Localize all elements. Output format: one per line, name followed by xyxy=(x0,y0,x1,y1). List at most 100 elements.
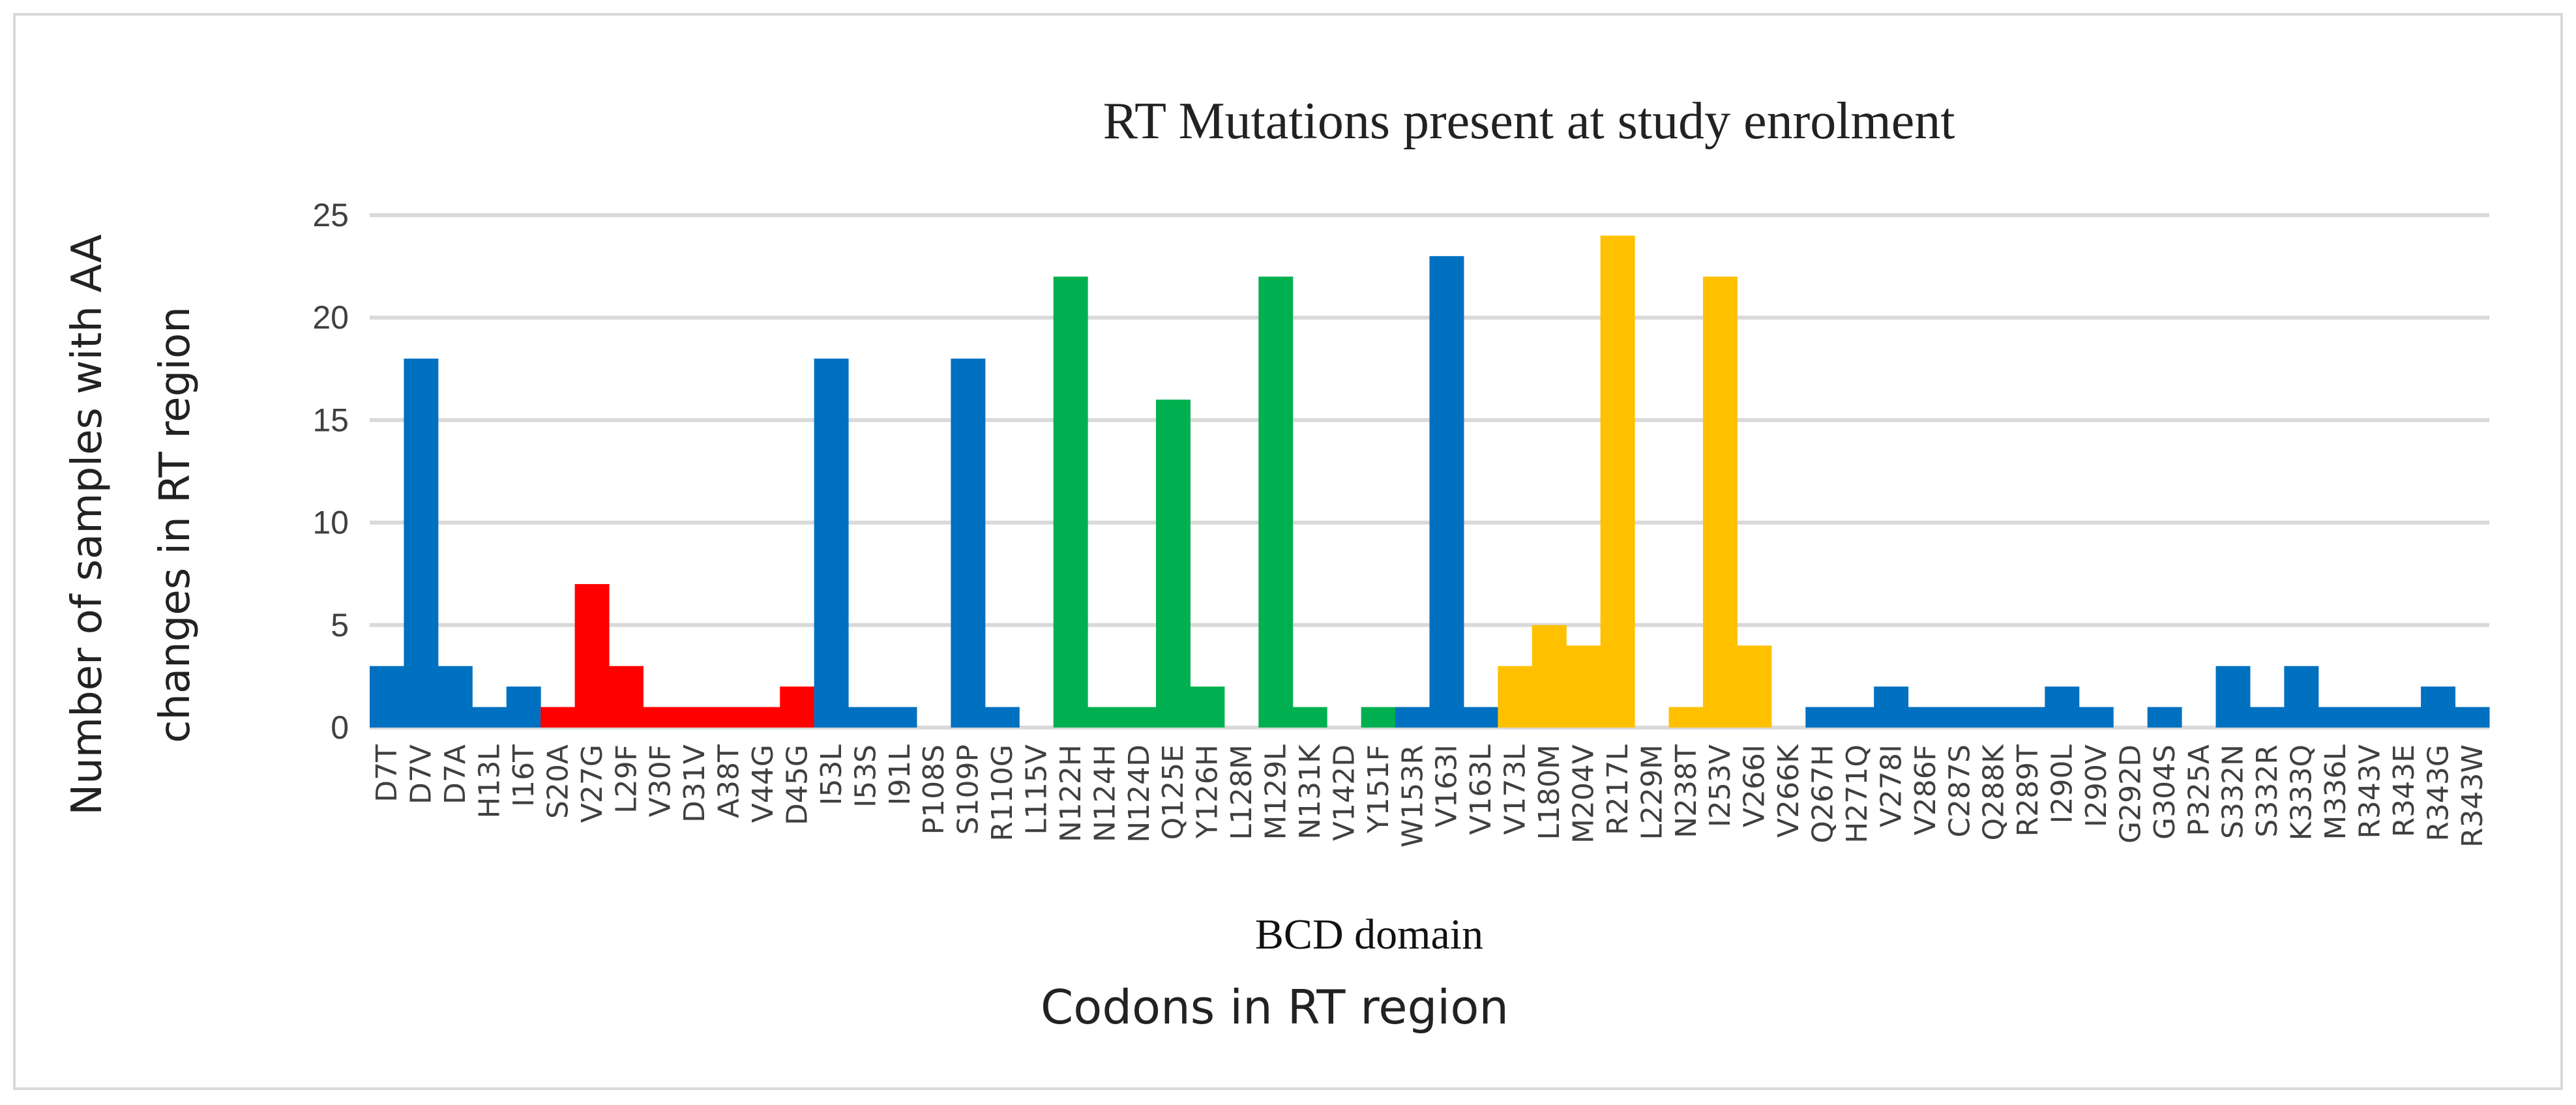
bar-V163L xyxy=(1463,707,1498,728)
x-tick-label: S109P xyxy=(952,744,985,834)
x-tick-label: R110G xyxy=(986,744,1019,842)
bar-Q267H xyxy=(1805,707,1841,728)
bar-V30F xyxy=(643,707,678,728)
bar-I91L xyxy=(882,707,917,728)
x-tick-label: I16T xyxy=(507,744,540,807)
bars xyxy=(370,235,2490,728)
y-axis-title-line-2: changes in RT region xyxy=(151,306,200,743)
y-tick-label: 0 xyxy=(331,709,349,746)
bar-D7V xyxy=(404,359,439,728)
x-tick-label: Y126H xyxy=(1191,744,1224,839)
bar-I53S xyxy=(848,707,883,728)
bar-N124D xyxy=(1121,707,1157,728)
x-tick-label: V30F xyxy=(644,744,677,817)
x-tick-label: Q125E xyxy=(1157,744,1190,840)
y-axis-title-line-1: Number of samples with AA xyxy=(63,234,111,816)
x-tick-label: L29F xyxy=(610,744,643,814)
x-tick-label: A38T xyxy=(713,744,746,818)
x-tick-label: S332R xyxy=(2251,744,2284,837)
bar-Q288K xyxy=(1976,707,2011,728)
x-tick-label: M336L xyxy=(2319,744,2352,840)
x-tick-label: V163I xyxy=(1430,744,1464,827)
x-tick-label: N124D xyxy=(1123,744,1156,843)
x-tick-label: V173L xyxy=(1499,744,1532,835)
x-tick-label: Y151F xyxy=(1362,744,1395,834)
x-tick-label: N122H xyxy=(1054,744,1088,842)
bar-I53L xyxy=(814,359,849,728)
bar-S332N xyxy=(2215,666,2251,728)
x-tick-label: R343G xyxy=(2421,744,2455,842)
y-tick-label: 20 xyxy=(312,299,349,336)
bar-D31V xyxy=(677,707,712,728)
x-tick-label: D7A xyxy=(439,744,472,804)
bar-V44G xyxy=(745,707,780,728)
bar-V27G xyxy=(574,583,610,728)
bar-D7T xyxy=(370,666,404,728)
bar-C287S xyxy=(1942,707,1977,728)
x-tick-label: I91L xyxy=(883,744,917,806)
bar-I290V xyxy=(2079,707,2114,728)
x-tick-label: D31V xyxy=(678,744,711,823)
bar-S20A xyxy=(540,707,576,728)
bar-R343W xyxy=(2455,707,2490,728)
bar-R343G xyxy=(2421,686,2456,728)
bar-Y126H xyxy=(1190,686,1225,728)
bar-G304S xyxy=(2147,707,2182,728)
x-tick-label: R217L xyxy=(1601,744,1635,836)
x-tick-label: K333Q xyxy=(2285,744,2318,840)
x-tick-label: N131K xyxy=(1294,744,1327,840)
x-tick-label: M129L xyxy=(1260,744,1293,840)
x-tick-label: Q267H xyxy=(1807,744,1840,844)
y-tick-label: 25 xyxy=(312,197,349,233)
bar-L180M xyxy=(1532,625,1567,728)
x-tick-label: R343V xyxy=(2353,744,2386,839)
x-tick-label: D7V xyxy=(405,744,438,804)
bar-R110G xyxy=(985,707,1020,728)
x-tick-label: V163L xyxy=(1464,744,1498,835)
x-tick-label: N124H xyxy=(1088,744,1121,842)
bar-R343E xyxy=(2386,707,2421,728)
x-tick-label: H271Q xyxy=(1841,744,1874,844)
bar-K333Q xyxy=(2284,666,2319,728)
bar-H13L xyxy=(472,707,507,728)
x-tick-label: G292D xyxy=(2114,744,2147,844)
bar-V173L xyxy=(1498,666,1533,728)
x-tick-label: S20A xyxy=(541,744,574,819)
x-tick-label: D7T xyxy=(370,744,404,803)
bar-V163I xyxy=(1429,256,1464,728)
x-tick-label: V286F xyxy=(1909,744,1942,835)
x-tick-label: L180M xyxy=(1533,744,1566,840)
x-tick-label: S332N xyxy=(2217,744,2250,839)
x-tick-label: N238T xyxy=(1670,744,1703,838)
bar-R217L xyxy=(1600,235,1635,728)
bar-I16T xyxy=(506,686,541,728)
bar-N124H xyxy=(1088,707,1123,728)
bar-V286F xyxy=(1908,707,1943,728)
x-tick-label: L128M xyxy=(1225,744,1258,840)
x-tick-label: I53S xyxy=(849,744,882,808)
bar-V266I xyxy=(1737,645,1772,728)
x-tick-label: V142D xyxy=(1327,744,1361,841)
bar-D45G xyxy=(780,686,815,728)
x-tick-label: L229M xyxy=(1635,744,1668,840)
x-tick-label: V44G xyxy=(747,744,780,823)
x-axis-title: Codons in RT region xyxy=(1041,980,1509,1035)
x-tick-label: C287S xyxy=(1943,744,1976,838)
bar-M129L xyxy=(1258,276,1294,728)
bar-D7A xyxy=(437,666,473,728)
chart-title: RT Mutations present at study enrolment xyxy=(1103,93,1955,150)
bar-R289T xyxy=(2010,707,2045,728)
bar-M336L xyxy=(2318,707,2353,728)
y-tick-label: 15 xyxy=(312,402,349,438)
bar-N238T xyxy=(1668,707,1704,728)
bcd-domain-annotation: BCD domain xyxy=(1255,911,1483,958)
bar-L29F xyxy=(609,666,644,728)
x-tick-label: V266K xyxy=(1772,744,1805,838)
x-tick-label: I253V xyxy=(1704,744,1737,827)
bar-N122H xyxy=(1053,276,1088,728)
x-tick-label: L115V xyxy=(1020,744,1053,835)
x-tick-label: V266I xyxy=(1738,744,1771,827)
bar-V278I xyxy=(1874,686,1909,728)
bar-R343V xyxy=(2352,707,2388,728)
